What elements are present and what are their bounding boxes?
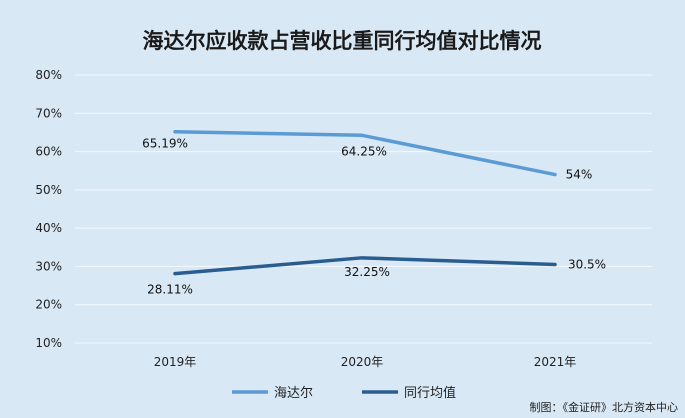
legend-label: 海达尔	[274, 386, 313, 401]
y-tick-label: 50%	[35, 183, 62, 197]
data-label: 65.19%	[142, 137, 188, 151]
series-line	[173, 256, 557, 276]
y-tick-label: 30%	[35, 259, 62, 273]
y-tick-label: 60%	[35, 145, 62, 159]
chart-title: 海达尔应收款占营收比重同行均值对比情况	[143, 29, 542, 53]
x-axis-ticks: 2019年 2020年 2021年	[154, 355, 577, 369]
y-tick-label: 40%	[35, 221, 62, 235]
data-label: 28.11%	[147, 283, 193, 297]
y-tick-label: 70%	[35, 106, 62, 120]
x-tick-label: 2019年	[154, 355, 197, 369]
y-tick-label: 10%	[35, 336, 62, 350]
chart-credit: 制图：《金证研》北方资本中心	[530, 400, 679, 414]
legend-label: 同行均值	[404, 385, 456, 401]
y-tick-label: 80%	[35, 68, 62, 82]
data-label: 32.25%	[344, 265, 390, 279]
series-lines	[173, 129, 557, 276]
data-label: 54%	[566, 168, 593, 182]
data-label: 30.5%	[568, 258, 606, 272]
y-axis-ticks: 10% 20% 30% 40% 50% 60% 70% 80%	[35, 68, 62, 350]
data-labels: 65.19% 64.25% 54% 28.11% 32.25% 30.5%	[142, 137, 606, 297]
x-tick-label: 2021年	[534, 355, 577, 369]
x-tick-label: 2020年	[341, 355, 384, 369]
legend: 海达尔 同行均值	[232, 385, 456, 401]
y-tick-label: 20%	[35, 298, 62, 312]
series-line	[173, 129, 557, 177]
data-label: 64.25%	[341, 144, 387, 158]
gridlines	[75, 74, 652, 344]
